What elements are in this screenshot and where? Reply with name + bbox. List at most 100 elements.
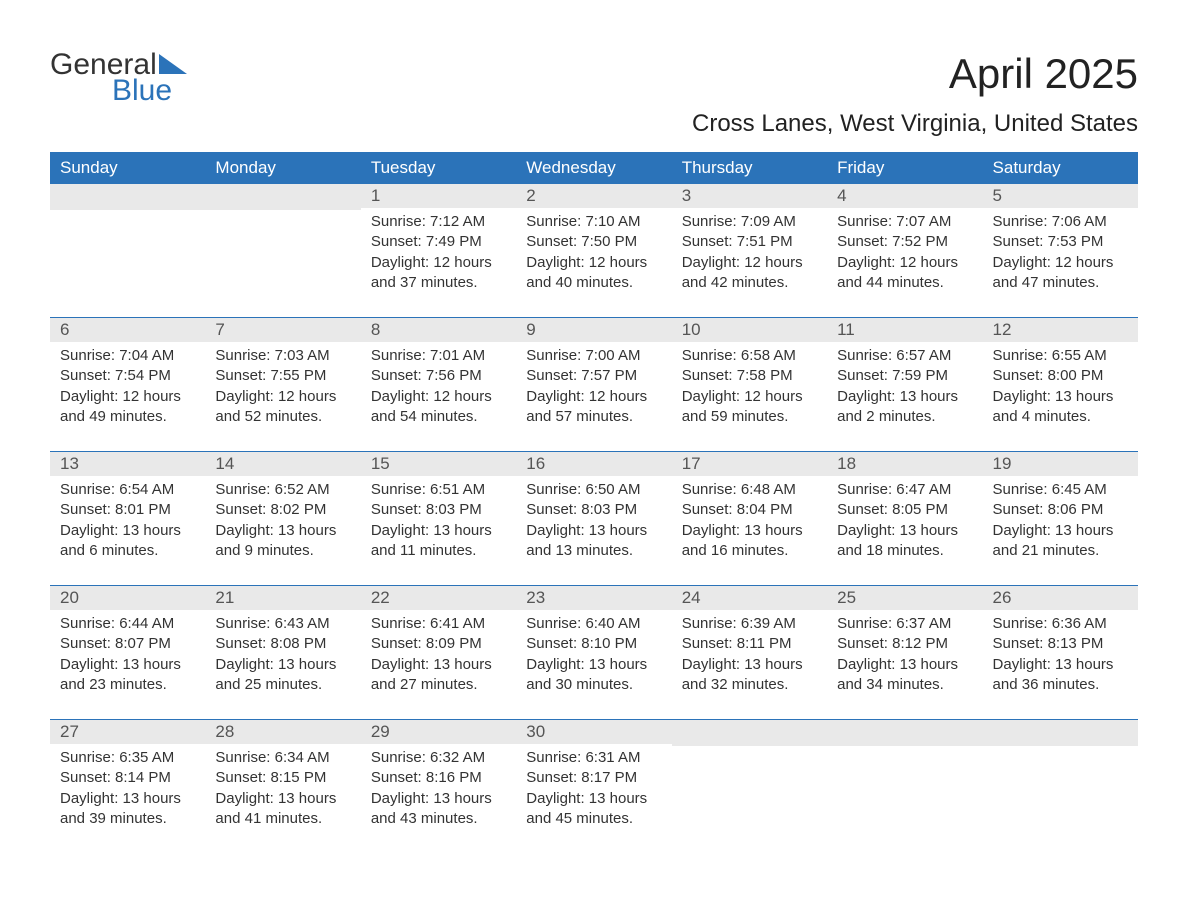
day-number: 18 bbox=[827, 452, 982, 476]
sunrise-line: Sunrise: 7:09 AM bbox=[682, 212, 817, 232]
weekday-header: Monday bbox=[205, 152, 360, 184]
sunset-line: Sunset: 8:14 PM bbox=[60, 768, 195, 788]
daylight-line: Daylight: 13 hours and 27 minutes. bbox=[371, 655, 506, 696]
sunset-line: Sunset: 7:50 PM bbox=[526, 232, 661, 252]
sunset-line: Sunset: 8:09 PM bbox=[371, 634, 506, 654]
weekday-header: Wednesday bbox=[516, 152, 671, 184]
daylight-line: Daylight: 12 hours and 57 minutes. bbox=[526, 387, 661, 428]
sunset-line: Sunset: 8:03 PM bbox=[526, 500, 661, 520]
sunrise-line: Sunrise: 6:44 AM bbox=[60, 614, 195, 634]
daylight-line: Daylight: 12 hours and 59 minutes. bbox=[682, 387, 817, 428]
sunrise-line: Sunrise: 6:45 AM bbox=[993, 480, 1128, 500]
daylight-line: Daylight: 13 hours and 39 minutes. bbox=[60, 789, 195, 830]
sunset-line: Sunset: 8:13 PM bbox=[993, 634, 1128, 654]
sunrise-line: Sunrise: 7:06 AM bbox=[993, 212, 1128, 232]
sunset-line: Sunset: 8:10 PM bbox=[526, 634, 661, 654]
sunset-line: Sunset: 7:52 PM bbox=[837, 232, 972, 252]
sunrise-line: Sunrise: 6:48 AM bbox=[682, 480, 817, 500]
daylight-line: Daylight: 13 hours and 9 minutes. bbox=[215, 521, 350, 562]
day-number: 29 bbox=[361, 720, 516, 744]
day-number: 10 bbox=[672, 318, 827, 342]
calendar-week: 6Sunrise: 7:04 AMSunset: 7:54 PMDaylight… bbox=[50, 318, 1138, 452]
calendar-cell: 9Sunrise: 7:00 AMSunset: 7:57 PMDaylight… bbox=[516, 318, 671, 452]
day-details: Sunrise: 6:43 AMSunset: 8:08 PMDaylight:… bbox=[205, 610, 360, 695]
sunrise-line: Sunrise: 6:43 AM bbox=[215, 614, 350, 634]
day-details: Sunrise: 6:40 AMSunset: 8:10 PMDaylight:… bbox=[516, 610, 671, 695]
daylight-line: Daylight: 13 hours and 43 minutes. bbox=[371, 789, 506, 830]
calendar-cell: 6Sunrise: 7:04 AMSunset: 7:54 PMDaylight… bbox=[50, 318, 205, 452]
sunset-line: Sunset: 8:07 PM bbox=[60, 634, 195, 654]
day-number: 23 bbox=[516, 586, 671, 610]
calendar-cell bbox=[50, 184, 205, 318]
sunrise-line: Sunrise: 6:51 AM bbox=[371, 480, 506, 500]
day-number: 3 bbox=[672, 184, 827, 208]
day-number: 27 bbox=[50, 720, 205, 744]
day-details: Sunrise: 7:06 AMSunset: 7:53 PMDaylight:… bbox=[983, 208, 1138, 293]
day-number: 22 bbox=[361, 586, 516, 610]
daylight-line: Daylight: 13 hours and 36 minutes. bbox=[993, 655, 1128, 696]
day-number bbox=[50, 184, 205, 210]
daylight-line: Daylight: 13 hours and 16 minutes. bbox=[682, 521, 817, 562]
sunrise-line: Sunrise: 7:00 AM bbox=[526, 346, 661, 366]
sunset-line: Sunset: 8:15 PM bbox=[215, 768, 350, 788]
weekday-header-row: SundayMondayTuesdayWednesdayThursdayFrid… bbox=[50, 152, 1138, 184]
calendar-cell: 27Sunrise: 6:35 AMSunset: 8:14 PMDayligh… bbox=[50, 720, 205, 853]
daylight-line: Daylight: 13 hours and 41 minutes. bbox=[215, 789, 350, 830]
calendar-cell: 28 Sunrise: 6:34 AMSunset: 8:15 PMDayligh… bbox=[205, 720, 360, 853]
calendar-cell: 7Sunrise: 7:03 AMSunset: 7:55 PMDaylight… bbox=[205, 318, 360, 452]
daylight-line: Daylight: 13 hours and 11 minutes. bbox=[371, 521, 506, 562]
day-details: Sunrise: 6:44 AMSunset: 8:07 PMDaylight:… bbox=[50, 610, 205, 695]
logo: General Blue bbox=[50, 50, 187, 106]
sunrise-line: Sunrise: 6:36 AM bbox=[993, 614, 1128, 634]
sunrise-line: Sunrise: 6:55 AM bbox=[993, 346, 1128, 366]
calendar-cell: 4Sunrise: 7:07 AMSunset: 7:52 PMDaylight… bbox=[827, 184, 982, 318]
daylight-line: Daylight: 12 hours and 37 minutes. bbox=[371, 253, 506, 294]
calendar-cell bbox=[827, 720, 982, 853]
day-number: 6 bbox=[50, 318, 205, 342]
day-number: 24 bbox=[672, 586, 827, 610]
calendar-cell: 29Sunrise: 6:32 AMSunset: 8:16 PMDayligh… bbox=[361, 720, 516, 853]
sunrise-line: Sunrise: 6:50 AM bbox=[526, 480, 661, 500]
daylight-line: Daylight: 12 hours and 47 minutes. bbox=[993, 253, 1128, 294]
daylight-line: Daylight: 13 hours and 2 minutes. bbox=[837, 387, 972, 428]
daylight-line: Daylight: 13 hours and 4 minutes. bbox=[993, 387, 1128, 428]
day-details: Sunrise: 6:51 AMSunset: 8:03 PMDaylight:… bbox=[361, 476, 516, 561]
day-number: 28 bbox=[205, 720, 360, 744]
day-details: Sunrise: 7:07 AMSunset: 7:52 PMDaylight:… bbox=[827, 208, 982, 293]
daylight-line: Daylight: 13 hours and 13 minutes. bbox=[526, 521, 661, 562]
location-subtitle: Cross Lanes, West Virginia, United State… bbox=[50, 110, 1138, 138]
sunrise-line: Sunrise: 6:34 AM bbox=[215, 748, 350, 768]
daylight-line: Daylight: 13 hours and 18 minutes. bbox=[837, 521, 972, 562]
calendar-cell bbox=[983, 720, 1138, 853]
daylight-line: Daylight: 12 hours and 49 minutes. bbox=[60, 387, 195, 428]
day-details: Sunrise: 6:35 AMSunset: 8:14 PMDaylight:… bbox=[50, 744, 205, 829]
sunset-line: Sunset: 8:03 PM bbox=[371, 500, 506, 520]
calendar-cell: 20Sunrise: 6:44 AMSunset: 8:07 PMDayligh… bbox=[50, 586, 205, 720]
day-number: 26 bbox=[983, 586, 1138, 610]
day-details: Sunrise: 6:55 AMSunset: 8:00 PMDaylight:… bbox=[983, 342, 1138, 427]
day-number: 14 bbox=[205, 452, 360, 476]
weekday-header: Tuesday bbox=[361, 152, 516, 184]
day-details: Sunrise: 6:32 AMSunset: 8:16 PMDaylight:… bbox=[361, 744, 516, 829]
daylight-line: Daylight: 13 hours and 6 minutes. bbox=[60, 521, 195, 562]
sunrise-line: Sunrise: 6:47 AM bbox=[837, 480, 972, 500]
sunrise-line: Sunrise: 7:12 AM bbox=[371, 212, 506, 232]
sunrise-line: Sunrise: 6:39 AM bbox=[682, 614, 817, 634]
weekday-header: Friday bbox=[827, 152, 982, 184]
daylight-line: Daylight: 12 hours and 52 minutes. bbox=[215, 387, 350, 428]
calendar-cell: 13Sunrise: 6:54 AMSunset: 8:01 PMDayligh… bbox=[50, 452, 205, 586]
calendar-cell: 3Sunrise: 7:09 AMSunset: 7:51 PMDaylight… bbox=[672, 184, 827, 318]
day-details: Sunrise: 6:45 AMSunset: 8:06 PMDaylight:… bbox=[983, 476, 1138, 561]
day-details: Sunrise: 7:04 AMSunset: 7:54 PMDaylight:… bbox=[50, 342, 205, 427]
day-number bbox=[672, 720, 827, 746]
calendar-cell: 16Sunrise: 6:50 AMSunset: 8:03 PMDayligh… bbox=[516, 452, 671, 586]
daylight-line: Daylight: 13 hours and 45 minutes. bbox=[526, 789, 661, 830]
sunset-line: Sunset: 8:04 PM bbox=[682, 500, 817, 520]
day-number bbox=[205, 184, 360, 210]
day-number: 5 bbox=[983, 184, 1138, 208]
day-details: Sunrise: 7:00 AMSunset: 7:57 PMDaylight:… bbox=[516, 342, 671, 427]
day-number: 9 bbox=[516, 318, 671, 342]
calendar-cell: 1Sunrise: 7:12 AMSunset: 7:49 PMDaylight… bbox=[361, 184, 516, 318]
sunrise-line: Sunrise: 7:03 AM bbox=[215, 346, 350, 366]
day-details: Sunrise: 6:39 AMSunset: 8:11 PMDaylight:… bbox=[672, 610, 827, 695]
